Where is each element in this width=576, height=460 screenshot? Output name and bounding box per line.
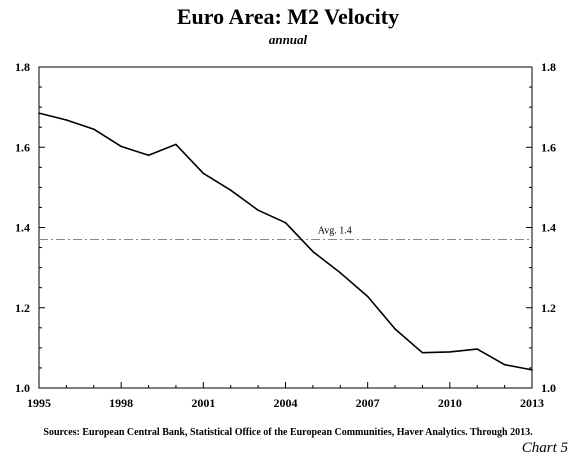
data-point-2006: [339, 272, 342, 274]
x-tick-label: 2004: [274, 396, 298, 410]
y-tick-label-right: 1.8: [541, 60, 556, 74]
x-tick-label: 1998: [109, 396, 133, 410]
x-tick-label: 1995: [27, 396, 51, 410]
series-line: [38, 112, 533, 371]
chart-title: Euro Area: M2 Velocity: [176, 4, 400, 29]
x-tick-label: 2010: [438, 396, 462, 410]
y-tick-label-right: 1.0: [541, 381, 556, 395]
data-point-2005: [312, 250, 314, 253]
y-tick-label-left: 1.0: [15, 381, 30, 395]
y-tick-label-left: 1.6: [15, 140, 30, 154]
y-tick-label-left: 1.4: [15, 221, 30, 235]
y-tick-label-left: 1.2: [15, 301, 30, 315]
x-tick-label: 2007: [356, 396, 380, 410]
data-point-2009: [421, 351, 424, 354]
data-point-1995: [38, 112, 40, 114]
data-point-2011: [476, 348, 479, 350]
chart-subtitle: annual: [268, 32, 308, 47]
data-point-2008: [394, 328, 396, 330]
data-point-2013: [531, 369, 533, 371]
data-point-2002: [229, 189, 232, 191]
data-point-2010: [449, 351, 451, 353]
y-tick-label-right: 1.4: [541, 221, 556, 235]
data-point-2000: [175, 143, 177, 146]
data-point-2001: [202, 172, 205, 175]
data-point-1997: [92, 128, 95, 130]
data-point-1999: [147, 154, 150, 157]
y-tick-label-right: 1.6: [541, 140, 556, 154]
data-point-2003: [257, 209, 259, 212]
data-point-1996: [65, 119, 68, 121]
y-tick-label-left: 1.8: [15, 60, 30, 74]
data-point-2004: [284, 221, 287, 224]
plot-frame: [38, 66, 533, 389]
chart-number: Chart 5: [521, 440, 568, 456]
y-tick-label-right: 1.2: [541, 301, 556, 315]
source-note: Sources: European Central Bank, Statisti…: [43, 427, 533, 438]
data-point-2012: [503, 363, 506, 366]
data-point-1998: [120, 145, 122, 148]
x-tick-label: 2001: [191, 396, 215, 410]
x-tick-label: 2013: [520, 396, 544, 410]
average-label: Avg. 1.4: [318, 226, 352, 237]
data-point-2007: [366, 295, 369, 298]
